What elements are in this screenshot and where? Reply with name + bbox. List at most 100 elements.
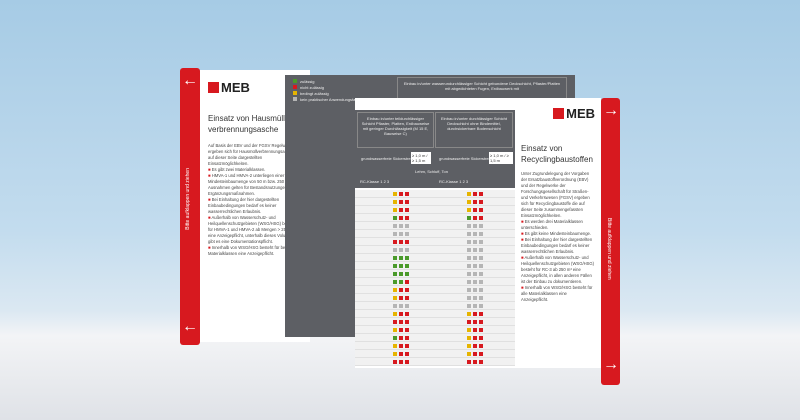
table-row — [355, 238, 515, 246]
rating-dot — [467, 288, 471, 292]
rating-dot — [399, 224, 403, 228]
rating-dot — [393, 352, 397, 356]
rating-dot — [467, 320, 471, 324]
list-item: Es gibt zwei Materialklassen. — [208, 167, 302, 173]
meb-logo: MEB — [521, 106, 595, 121]
arrow-left-icon[interactable]: ← — [182, 318, 198, 335]
rating-dot — [467, 248, 471, 252]
rating-dot — [479, 264, 483, 268]
rating-dot — [399, 232, 403, 236]
rating-dot — [473, 344, 477, 348]
rating-dot — [405, 320, 409, 324]
table-row — [355, 262, 515, 270]
right-card-page: Einbau in/unter teildurchlässiger Schich… — [355, 98, 601, 368]
rating-dot — [479, 272, 483, 276]
rating-dot — [405, 360, 409, 364]
rating-dot — [393, 232, 397, 236]
rating-dots — [393, 280, 409, 284]
rating-dot — [479, 224, 483, 228]
rating-dot — [399, 344, 403, 348]
rating-dots — [393, 328, 409, 332]
rating-dot — [405, 272, 409, 276]
rating-dot — [467, 352, 471, 356]
rating-dot — [479, 336, 483, 340]
rating-dot — [399, 296, 403, 300]
rating-dot — [399, 328, 403, 332]
rating-dots — [393, 224, 409, 228]
rating-dot — [405, 352, 409, 356]
rating-dot — [473, 352, 477, 356]
legend-item: kein praktischer Anwendungsfall — [293, 97, 357, 103]
rating-dots — [393, 272, 409, 276]
gw-label: grundwasserfreie Sickerstrecke — [439, 156, 495, 161]
rating-dots — [467, 328, 483, 332]
rating-dot — [479, 352, 483, 356]
list-item: HMVA-1 und HMVA-2 unterliegen einer Mind… — [208, 173, 302, 197]
rating-dot — [473, 272, 477, 276]
right-card-table-header: Einbau in/unter teildurchlässiger Schich… — [355, 110, 515, 188]
rating-dot — [467, 240, 471, 244]
table-row — [355, 206, 515, 214]
rating-dot — [479, 304, 483, 308]
table-row — [355, 278, 515, 286]
rating-dot — [399, 272, 403, 276]
rating-dot — [479, 288, 483, 292]
rating-dot — [393, 192, 397, 196]
rating-dot — [393, 360, 397, 364]
arrow-left-icon[interactable]: ← — [182, 72, 198, 89]
rating-dot — [473, 248, 477, 252]
rating-dots — [467, 216, 483, 220]
rating-dot — [479, 296, 483, 300]
rating-dot — [473, 208, 477, 212]
rating-dot — [405, 208, 409, 212]
rating-dot — [479, 200, 483, 204]
rating-dot — [399, 352, 403, 356]
rating-dots — [393, 336, 409, 340]
right-card: Einbau in/unter teildurchlässiger Schich… — [355, 98, 620, 386]
rating-dot — [393, 336, 397, 340]
rating-dot — [399, 312, 403, 316]
rating-dot — [473, 296, 477, 300]
rating-dot — [473, 312, 477, 316]
left-card-red-tab[interactable]: ← Bitte aufklappen und ziehen ← — [180, 68, 200, 345]
rating-dot — [467, 232, 471, 236]
rating-dot — [479, 280, 483, 284]
table-row — [355, 334, 515, 342]
rating-dot — [405, 248, 409, 252]
rating-dot — [399, 360, 403, 364]
rating-dot — [479, 240, 483, 244]
rating-dots — [393, 200, 409, 204]
rating-dot — [399, 280, 403, 284]
rating-dot — [473, 256, 477, 260]
rating-dots — [467, 336, 483, 340]
rating-dot — [467, 216, 471, 220]
rating-dot — [405, 336, 409, 340]
rating-dot — [467, 344, 471, 348]
rating-dot — [467, 264, 471, 268]
arrow-right-icon[interactable]: → — [603, 102, 619, 119]
rating-dot — [405, 200, 409, 204]
rating-dot — [479, 192, 483, 196]
rating-dot — [405, 304, 409, 308]
rating-dot — [467, 192, 471, 196]
arrow-right-icon[interactable]: → — [603, 356, 619, 373]
rating-dot — [399, 248, 403, 252]
rating-dots — [467, 240, 483, 244]
rating-dot — [479, 312, 483, 316]
rating-dot — [467, 312, 471, 316]
rating-dot — [467, 200, 471, 204]
rating-dot — [405, 224, 409, 228]
rating-dots — [393, 360, 409, 364]
rating-dot — [405, 232, 409, 236]
rating-dot — [479, 248, 483, 252]
rating-dots — [467, 288, 483, 292]
rating-dot — [393, 240, 397, 244]
table-row — [355, 342, 515, 350]
right-card-red-tab[interactable]: → Bitte aufklappen und ziehen → — [601, 98, 620, 385]
rating-dot — [399, 304, 403, 308]
rating-dot — [405, 280, 409, 284]
list-item: Innerhalb von WSG/HSG besteht für alle M… — [521, 285, 595, 303]
rating-dots — [467, 208, 483, 212]
dot-matrix — [355, 190, 515, 366]
rating-dot — [399, 288, 403, 292]
